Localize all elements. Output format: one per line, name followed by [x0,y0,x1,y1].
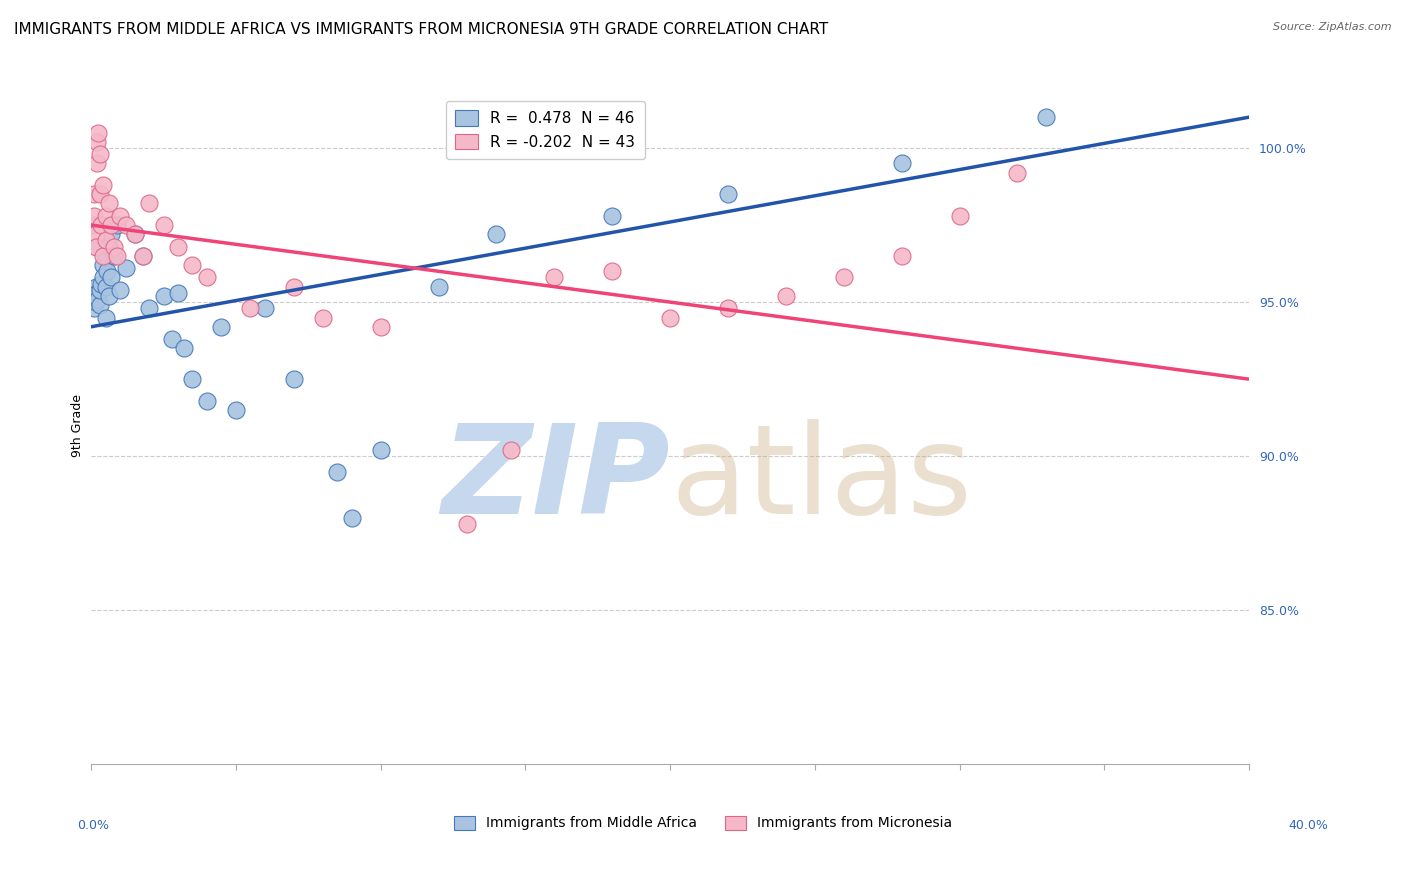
Point [84,239,107,253]
Point [86,239,108,253]
Point [152,289,174,303]
Point [90,218,112,232]
Point [86,135,108,149]
Text: 0.0%: 0.0% [77,819,110,831]
Point [890,249,912,263]
Point [87,126,110,140]
Point [91,270,114,285]
Point [86,156,108,170]
Point [1035,110,1057,124]
Point [105,249,128,263]
Point [167,285,190,300]
Point [89,283,111,297]
Point [173,342,195,356]
Point [89,187,111,202]
Legend: Immigrants from Middle Africa, Immigrants from Micronesia: Immigrants from Middle Africa, Immigrant… [449,810,957,836]
Point [138,196,160,211]
Y-axis label: 9th Grade: 9th Grade [72,394,84,457]
Point [600,209,623,223]
Point [832,270,855,285]
Point [253,301,276,316]
Point [86,285,108,300]
Point [600,264,623,278]
Point [97,196,120,211]
Point [543,270,565,285]
Text: IMMIGRANTS FROM MIDDLE AFRICA VS IMMIGRANTS FROM MICRONESIA 9TH GRADE CORRELATIO: IMMIGRANTS FROM MIDDLE AFRICA VS IMMIGRA… [14,22,828,37]
Point [775,289,797,303]
Point [105,218,128,232]
Point [181,258,204,272]
Point [91,249,114,263]
Point [87,292,110,306]
Point [94,234,117,248]
Point [84,227,107,242]
Point [195,393,218,408]
Point [100,270,122,285]
Point [152,218,174,232]
Point [94,279,117,293]
Point [115,261,138,276]
Point [97,289,120,303]
Point [340,511,363,525]
Point [717,187,740,202]
Point [94,249,117,263]
Point [160,332,183,346]
Point [427,279,450,293]
Text: 40.0%: 40.0% [1289,819,1329,831]
Text: atlas: atlas [671,419,972,541]
Point [209,319,232,334]
Point [83,289,105,303]
Point [181,372,204,386]
Point [283,372,305,386]
Point [82,218,104,232]
Point [89,147,111,161]
Point [91,258,114,272]
Point [83,209,105,223]
Text: ZIP: ZIP [441,419,671,541]
Point [100,227,122,242]
Point [94,310,117,325]
Point [167,239,190,253]
Point [195,270,218,285]
Point [100,218,122,232]
Point [90,277,112,291]
Point [84,295,107,310]
Point [1007,166,1029,180]
Point [370,443,392,458]
Point [103,239,125,253]
Point [132,249,155,263]
Point [948,209,970,223]
Point [138,301,160,316]
Point [84,279,107,293]
Point [239,301,262,316]
Point [312,310,335,325]
Point [485,227,508,242]
Text: Source: ZipAtlas.com: Source: ZipAtlas.com [1274,22,1392,32]
Point [96,264,118,278]
Point [283,279,305,293]
Point [132,249,155,263]
Point [83,187,105,202]
Legend: R =  0.478  N = 46, R = -0.202  N = 43: R = 0.478 N = 46, R = -0.202 N = 43 [446,101,645,159]
Point [326,465,349,479]
Point [89,298,111,312]
Point [103,249,125,263]
Point [108,209,131,223]
Point [124,227,146,242]
Point [456,516,478,531]
Point [717,301,740,316]
Point [225,403,247,417]
Point [124,227,146,242]
Point [370,319,392,334]
Point [890,156,912,170]
Point [108,283,131,297]
Point [91,178,114,192]
Point [94,209,117,223]
Point [115,218,138,232]
Point [659,310,682,325]
Point [97,239,120,253]
Point [83,301,105,316]
Point [499,443,522,458]
